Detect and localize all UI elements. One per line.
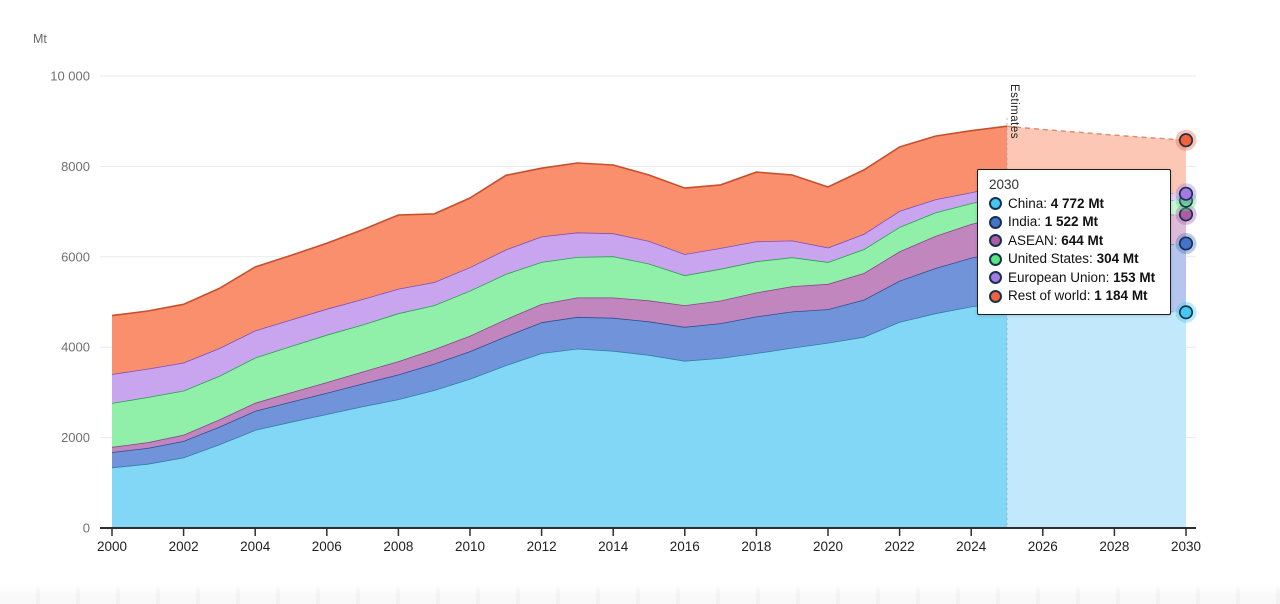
x-axis-tick-label: 2024	[956, 539, 987, 554]
tooltip-dot-united-states	[989, 252, 1002, 266]
tooltip-label: Rest of world:	[1008, 288, 1095, 303]
x-axis-tick-label: 2018	[741, 539, 771, 554]
tooltip-value: 304 Mt	[1096, 251, 1139, 266]
y-axis-unit-label: Mt	[33, 32, 47, 46]
area-border-rest-of-world	[111, 125, 1008, 317]
y-axis-tick-label: 4000	[61, 340, 90, 355]
tooltip-value: 1 184 Mt	[1094, 288, 1148, 303]
x-axis-tick-label: 2014	[598, 539, 629, 554]
bottom-strip	[0, 585, 1280, 604]
marker-china[interactable]	[1178, 305, 1194, 320]
tooltip-value: 4 772 Mt	[1050, 195, 1105, 211]
stacked-area-chart[interactable]: 0 2000 4000 6000 8000 10 000 Mt Estimates 2000 20…	[0, 0, 1280, 585]
y-axis-tick-label: 8000	[61, 159, 90, 174]
y-axis-tick-label: 6000	[61, 249, 90, 264]
tooltip-row-united-states: United States: 304 Mt	[989, 250, 1159, 269]
marker-asean[interactable]	[1178, 207, 1194, 222]
tooltip-label: China:	[1008, 195, 1051, 211]
x-axis-tick-label: 2020	[813, 539, 843, 554]
tooltip-label: ASEAN:	[1008, 232, 1062, 248]
tooltip-row-india: India: 1 522 Mt	[989, 213, 1159, 232]
area-european-union	[112, 184, 1007, 403]
marker-european-union[interactable]	[1178, 186, 1194, 201]
tooltip-row-asean: ASEAN: 644 Mt	[989, 232, 1159, 251]
area-china	[112, 302, 1007, 528]
area-india	[112, 250, 1007, 468]
area-estimate-china	[1007, 302, 1186, 528]
y-axis-tick-label: 2000	[61, 430, 90, 445]
x-axis-tick-label: 2000	[97, 539, 127, 554]
x-axis-tick-label: 2016	[670, 539, 700, 554]
x-axis-tick-label: 2028	[1099, 539, 1129, 554]
tooltip-dot-asean	[989, 234, 1002, 248]
tooltip-label: European Union:	[1008, 269, 1114, 285]
area-rest-of-world	[112, 126, 1007, 375]
tooltip-year: 2030	[989, 177, 1020, 192]
tooltip-value: 1 522 Mt	[1044, 214, 1099, 229]
x-axis-tick-label: 2030	[1171, 539, 1201, 554]
tooltip-dot-rest-of-world	[989, 289, 1002, 303]
tooltip-value: 153 Mt	[1113, 269, 1156, 285]
y-axis-tick-label: 0	[83, 521, 90, 536]
x-axis-tick-label: 2026	[1028, 539, 1058, 554]
x-axis-tick-label: 2010	[455, 539, 485, 554]
tooltip-row-rest-of-world: Rest of world: 1 184 Mt	[989, 287, 1159, 306]
tooltip-row-european-union: European Union: 153 Mt	[989, 269, 1159, 288]
x-axis-tick-label: 2004	[240, 539, 271, 554]
x-axis-tick-label: 2006	[312, 539, 342, 554]
y-axis-tick-label: 10 000	[50, 69, 90, 84]
tooltip-dot-india	[989, 215, 1002, 229]
estimates-label: Estimates	[1008, 84, 1020, 139]
marker-india[interactable]	[1178, 236, 1194, 251]
x-axis-tick-label: 2012	[527, 539, 557, 554]
tooltip-row-china: China: 4 772 Mt	[989, 195, 1159, 214]
area-border-estimate-rest-of-world	[1006, 125, 1187, 141]
tooltip-dot-china	[989, 197, 1002, 211]
tooltip-value: 644 Mt	[1061, 232, 1104, 248]
tooltip-label: United States:	[1008, 251, 1097, 266]
marker-rest-of-world[interactable]	[1178, 133, 1194, 148]
tooltip-label: India:	[1008, 214, 1045, 229]
tooltip-dot-european-union	[989, 271, 1002, 285]
area-asean	[112, 215, 1007, 453]
x-axis-tick-label: 2002	[169, 539, 199, 554]
x-axis-tick-label: 2022	[885, 539, 915, 554]
x-axis-tick-label: 2008	[383, 539, 413, 554]
tooltip: 2030 China: 4 772 Mt India: 1 522 Mt ASEAN…	[977, 169, 1171, 315]
